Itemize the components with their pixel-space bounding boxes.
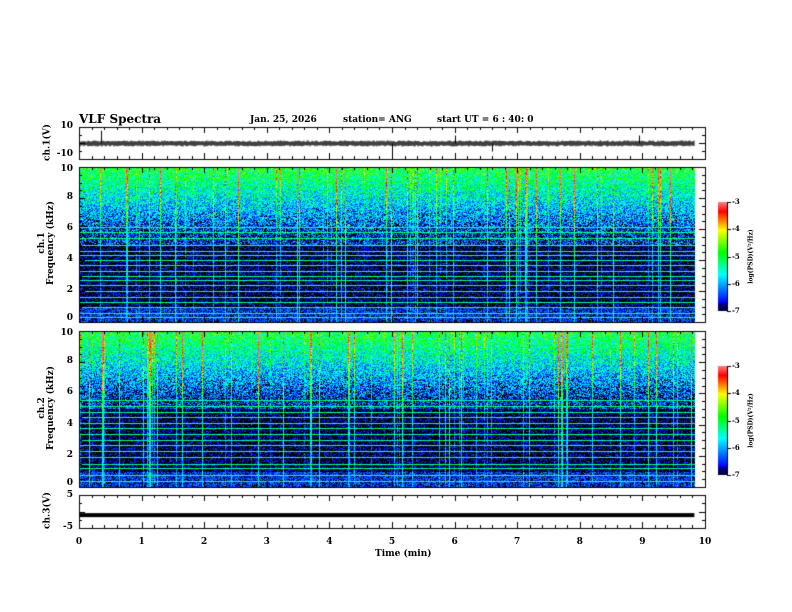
- frequency-tick-label: 4: [66, 418, 73, 429]
- frequency-label: Frequency (kHz): [46, 366, 56, 451]
- colorbar-tick-label: -5: [732, 251, 740, 261]
- x-tick-label: 6: [451, 537, 458, 547]
- x-tick-label: 5: [388, 537, 396, 547]
- x-tick-label: 1: [138, 537, 145, 547]
- x-tick-label: 4: [326, 537, 333, 547]
- ch1-ytick-label: 10: [60, 121, 73, 131]
- plot-title: VLF Spectra: [79, 112, 162, 126]
- station-label: station= ANG: [343, 115, 412, 125]
- frequency-tick-label: 10: [60, 164, 73, 174]
- colorbar-tick-label: -6: [732, 278, 740, 288]
- x-tick-label: 8: [576, 537, 583, 547]
- ch1-ytick-label: -10: [56, 149, 73, 159]
- ch3-ytick-label: 5: [66, 490, 73, 500]
- ch3-ytick-label: -5: [63, 522, 73, 532]
- colorbar-tick-label: -5: [732, 415, 740, 425]
- x-tick-label: 10: [698, 537, 712, 547]
- frequency-tick-label: 10: [60, 328, 73, 338]
- x-tick-label: 3: [263, 537, 270, 547]
- colorbar-tick-label: -6: [732, 442, 740, 452]
- frequency-tick-label: 0: [66, 478, 73, 488]
- frequency-tick-label: 4: [66, 254, 73, 264]
- frequency-tick-label: 2: [66, 285, 73, 295]
- x-tick-label: 7: [514, 537, 521, 547]
- colorbar-label: log(PSD)(V²/Hz): [747, 393, 755, 448]
- colorbar-tick-label: -7: [732, 470, 740, 479]
- colorbar-tick-label: -4: [732, 388, 740, 398]
- frequency-label: Frequency (kHz): [46, 201, 56, 286]
- colorbar-tick-label: -4: [732, 224, 740, 234]
- x-axis-label: Time (min): [375, 549, 432, 559]
- colorbar-tick-label: -3: [732, 197, 740, 206]
- colorbar-tick-label: -3: [732, 361, 740, 370]
- frequency-tick-label: 6: [66, 223, 73, 233]
- ch2-spectrogram-ylabel: ch.2 Frequency (kHz): [37, 353, 56, 463]
- x-tick-label: 0: [75, 537, 83, 547]
- ch1-ylabel: ch.1(V): [42, 124, 53, 161]
- ch1-spectrogram-ylabel: ch.1 Frequency (kHz): [37, 188, 56, 298]
- frequency-tick-label: 2: [66, 449, 73, 460]
- date-label: Jan. 25, 2026: [250, 115, 317, 125]
- frequency-tick-label: 6: [66, 387, 73, 398]
- frequency-tick-label: 0: [66, 313, 73, 323]
- frequency-tick-label: 8: [66, 192, 73, 202]
- colorbar-tick-label: -7: [732, 306, 740, 315]
- x-tick-label: 9: [639, 537, 646, 547]
- x-tick-label: 2: [201, 537, 208, 547]
- colorbar-label: log(PSD)(V²/Hz): [747, 229, 755, 284]
- frequency-tick-label: 8: [66, 356, 73, 367]
- start-ut-label: start UT = 6 : 40: 0: [437, 115, 534, 125]
- ch3-ylabel: ch.3(V): [42, 492, 53, 529]
